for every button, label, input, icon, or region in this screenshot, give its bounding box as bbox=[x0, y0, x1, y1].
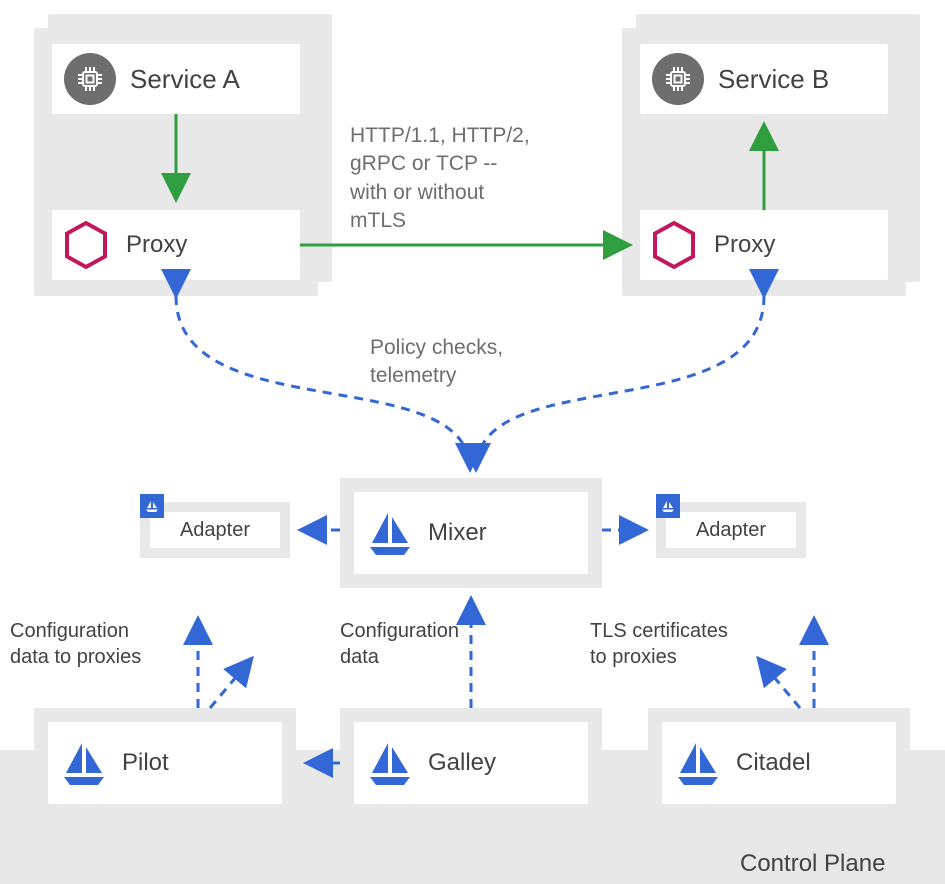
policy-label: Policy checks, telemetry bbox=[370, 334, 570, 391]
chip-icon bbox=[64, 53, 116, 105]
chip-icon bbox=[652, 53, 704, 105]
adapter-left-label: Adapter bbox=[180, 519, 250, 542]
service-b-label: Service B bbox=[718, 64, 829, 95]
citadel-box: Citadel bbox=[662, 722, 896, 804]
conf-proxies-label: Configuration data to proxies bbox=[10, 618, 141, 670]
tls-label: TLS certificates to proxies bbox=[590, 618, 728, 670]
sailboat-icon bbox=[60, 739, 108, 787]
adapter-right-label: Adapter bbox=[696, 519, 766, 542]
traffic-label: HTTP/1.1, HTTP/2, gRPC or TCP -- with or… bbox=[350, 122, 580, 235]
istio-architecture-diagram: Service A Proxy Service B Proxy HTTP/1.1… bbox=[0, 0, 945, 884]
galley-box: Galley bbox=[354, 722, 588, 804]
citadel-label: Citadel bbox=[736, 749, 811, 777]
proxy-a-label: Proxy bbox=[126, 231, 187, 259]
proxy-b-label: Proxy bbox=[714, 231, 775, 259]
conf-data-label: Configuration data bbox=[340, 618, 459, 670]
sailboat-icon bbox=[674, 739, 722, 787]
proxy-a-box: Proxy bbox=[52, 210, 300, 280]
mixer-label: Mixer bbox=[428, 519, 487, 547]
pilot-box: Pilot bbox=[48, 722, 282, 804]
galley-label: Galley bbox=[428, 749, 496, 777]
sailboat-icon bbox=[366, 739, 414, 787]
pilot-label: Pilot bbox=[122, 749, 169, 777]
service-b-box: Service B bbox=[640, 44, 888, 114]
proxy-b-box: Proxy bbox=[640, 210, 888, 280]
adapter-right-badge bbox=[656, 494, 680, 518]
adapter-left-badge bbox=[140, 494, 164, 518]
hexagon-icon bbox=[64, 220, 108, 270]
service-a-label: Service A bbox=[130, 64, 240, 95]
sailboat-icon bbox=[366, 509, 414, 557]
service-a-box: Service A bbox=[52, 44, 300, 114]
control-plane-label: Control Plane bbox=[740, 850, 885, 878]
mixer-box: Mixer bbox=[354, 492, 588, 574]
hexagon-icon bbox=[652, 220, 696, 270]
